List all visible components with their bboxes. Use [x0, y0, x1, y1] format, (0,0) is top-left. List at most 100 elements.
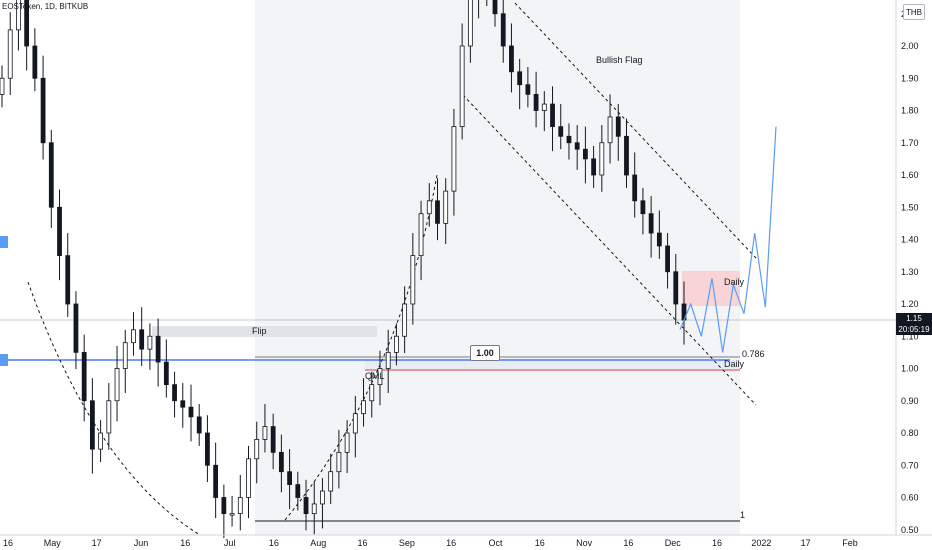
- candle-body: [599, 142, 605, 176]
- last-price-value: 1.15: [906, 314, 922, 323]
- candle-body: [517, 71, 523, 86]
- price-tick-label: 1.00: [901, 364, 919, 374]
- candle-body: [533, 93, 539, 111]
- time-tick-label: Nov: [576, 538, 593, 548]
- candle-body: [648, 213, 654, 234]
- time-tick-label: May: [44, 538, 62, 548]
- candle-body: [73, 303, 79, 353]
- time-tick-label: Aug: [310, 538, 326, 548]
- candle-body: [40, 77, 46, 144]
- time-tick-label: 16: [623, 538, 633, 548]
- candle-body: [558, 126, 564, 137]
- candles: [0, 0, 687, 539]
- time-tick-label: 17: [801, 538, 811, 548]
- price-tick-label: 1.70: [901, 138, 919, 148]
- level-label-100[interactable]: 1.00: [470, 345, 500, 361]
- qml-zone: [365, 360, 740, 370]
- candle-body: [352, 413, 358, 434]
- flag-upper-trendline: [514, 2, 757, 259]
- daily-bottom-label: Daily: [724, 359, 745, 369]
- candle-body: [541, 103, 547, 111]
- candle-body: [246, 458, 251, 498]
- price-tick-label: 0.80: [901, 428, 919, 438]
- candle-body: [81, 351, 87, 402]
- symbol-title: EOSToken, 1D, BITKUB: [2, 2, 89, 11]
- candle-body: [180, 400, 186, 408]
- currency-unit-badge[interactable]: THB: [903, 4, 925, 20]
- candle-body: [591, 158, 597, 176]
- left-marker-top[interactable]: [0, 236, 8, 248]
- candle-body: [57, 206, 62, 257]
- candle-body: [320, 490, 325, 505]
- time-tick-label: Jun: [134, 538, 149, 548]
- candle-body: [673, 271, 679, 305]
- candle-body: [344, 432, 350, 453]
- time-tick-label: Oct: [488, 538, 503, 548]
- price-tick-label: 1.30: [901, 267, 919, 277]
- price-tick-label: 1.20: [901, 299, 919, 309]
- time-tick-label: 16: [535, 538, 545, 548]
- candle-body: [550, 103, 555, 128]
- time-axis[interactable]: 16 May 17 Jun 16 Jul 16 Aug 16 Sep 16 Oct 16 Nov 16 Dec…: [3, 538, 858, 548]
- candle-body: [467, 0, 473, 47]
- candle-body: [311, 503, 317, 515]
- daily-top-label: Daily: [724, 277, 745, 287]
- candle-body: [656, 232, 662, 247]
- candle-body: [295, 484, 301, 498]
- candle-body: [131, 329, 136, 344]
- price-axis[interactable]: 2.102.001.901.801.701.601.501.401.301.20…: [901, 9, 919, 535]
- countdown-timer: 20:05:19: [898, 325, 930, 334]
- candle-body: [7, 29, 13, 79]
- candle-body: [624, 135, 629, 176]
- candle-body: [254, 439, 260, 460]
- candle-body: [582, 148, 588, 160]
- candle-body: [229, 513, 235, 516]
- price-tick-label: 0.60: [901, 493, 919, 503]
- candle-body: [566, 135, 572, 144]
- candle-body: [361, 400, 366, 415]
- price-tick-label: 1.60: [901, 170, 919, 180]
- last-price-tag: 1.15 20:05:19: [896, 313, 932, 335]
- candle-body: [385, 351, 391, 369]
- candle-body: [459, 45, 465, 128]
- time-tick-label: Dec: [665, 538, 682, 548]
- candle-body: [369, 384, 375, 402]
- candle-body: [16, 0, 21, 31]
- candle-body: [632, 174, 638, 202]
- candle-body: [32, 45, 38, 79]
- candle-body: [492, 0, 498, 15]
- candle-body: [98, 432, 104, 450]
- candle-body: [443, 190, 449, 224]
- time-tick-label: 17: [92, 538, 102, 548]
- candle-body: [394, 335, 399, 353]
- candle-body: [48, 142, 54, 208]
- candle-body: [607, 116, 613, 144]
- flag-lower-trendline: [462, 94, 757, 406]
- fib-1-label: 1: [740, 510, 745, 520]
- candle-body: [451, 126, 457, 192]
- candle-body: [418, 213, 424, 257]
- candle-body: [65, 255, 71, 305]
- price-tick-label: 1.50: [901, 202, 919, 212]
- candle-body: [665, 245, 670, 273]
- price-tick-label: 2.00: [901, 41, 919, 51]
- candle-body: [287, 471, 292, 486]
- left-marker-bottom[interactable]: [0, 354, 8, 366]
- time-tick-label: 16: [446, 538, 456, 548]
- price-tick-label: 0.50: [901, 525, 919, 535]
- candle-body: [402, 303, 408, 337]
- price-tick-label: 1.40: [901, 235, 919, 245]
- candle-body: [205, 432, 210, 466]
- flip-label: Flip: [252, 326, 267, 336]
- price-tick-label: 1.90: [901, 73, 919, 83]
- candle-body: [221, 497, 227, 515]
- candle-body: [278, 451, 284, 473]
- candle-body: [435, 200, 440, 224]
- time-tick-label: 16: [180, 538, 190, 548]
- fib-0786-label: 0.786: [742, 349, 765, 359]
- time-tick-label: 16: [358, 538, 368, 548]
- candle-body: [640, 200, 646, 215]
- candle-body: [106, 400, 112, 434]
- candle-body: [172, 384, 177, 402]
